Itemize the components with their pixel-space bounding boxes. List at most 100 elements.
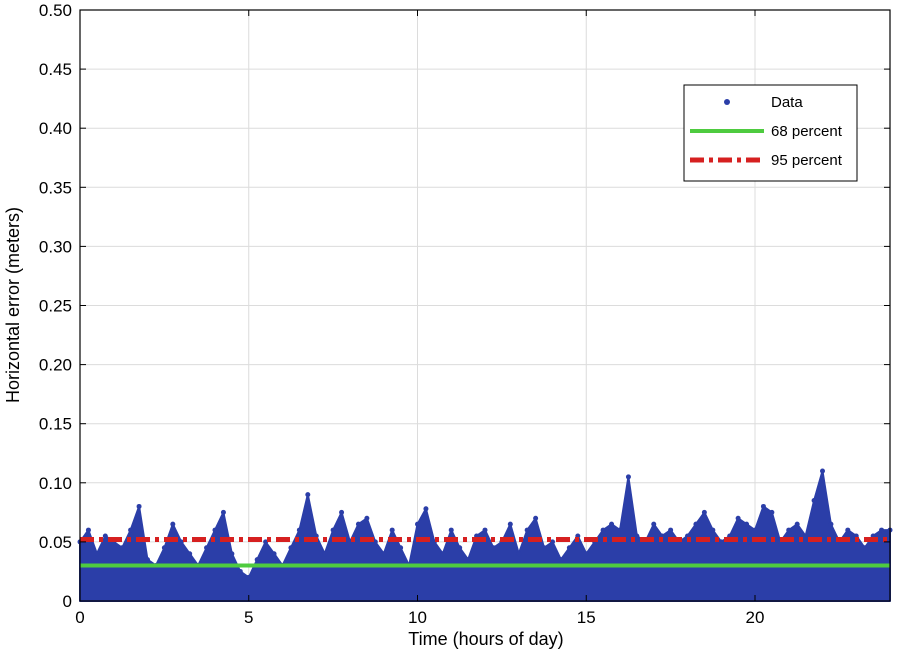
data-point-23 [271, 551, 277, 557]
data-point-45 [457, 545, 463, 551]
data-point-58 [566, 545, 572, 551]
data-point-54 [533, 515, 539, 521]
data-point-36 [381, 551, 387, 557]
data-point-91 [845, 527, 851, 533]
data-point-79 [744, 521, 750, 527]
data-point-85 [794, 521, 800, 527]
x-tick-label-1: 5 [244, 608, 253, 627]
y-tick-label-5: 0.25 [39, 297, 72, 316]
data-point-48 [482, 527, 488, 533]
data-point-12 [178, 539, 184, 545]
data-point-46 [465, 557, 471, 563]
data-point-78 [735, 515, 741, 521]
data-point-15 [204, 545, 210, 551]
data-point-8 [145, 557, 150, 563]
data-point-6 [128, 527, 134, 533]
data-point-21 [254, 557, 260, 563]
data-point-55 [541, 545, 547, 551]
data-point-66 [634, 533, 640, 539]
y-tick-label-9: 0.45 [39, 60, 72, 79]
y-tick-label-7: 0.35 [39, 178, 72, 197]
data-point-76 [718, 539, 724, 545]
data-point-49 [490, 545, 496, 551]
data-point-89 [828, 521, 834, 527]
data-point-1 [85, 527, 91, 533]
data-point-56 [550, 539, 555, 545]
data-point-2 [94, 551, 100, 557]
data-point-20 [246, 574, 252, 580]
data-point-25 [288, 545, 294, 551]
y-tick-label-3: 0.15 [39, 415, 72, 434]
data-point-10 [161, 545, 167, 551]
legend-marker-data [724, 99, 730, 105]
data-point-38 [398, 545, 404, 551]
y-tick-label-10: 0.50 [39, 1, 72, 20]
y-axis-label: Horizontal error (meters) [3, 207, 23, 403]
data-point-29 [322, 551, 328, 557]
data-point-7 [136, 503, 142, 509]
data-point-81 [760, 503, 766, 509]
data-point-37 [389, 527, 395, 533]
data-point-31 [339, 509, 345, 515]
data-point-64 [617, 527, 623, 533]
data-point-70 [668, 527, 674, 533]
data-point-33 [355, 521, 361, 527]
data-point-53 [524, 527, 530, 533]
data-point-52 [516, 551, 522, 557]
data-point-84 [786, 527, 792, 533]
data-point-80 [752, 527, 758, 533]
x-tick-label-2: 10 [408, 608, 427, 627]
data-point-86 [803, 533, 809, 539]
data-point-95 [879, 527, 885, 533]
data-point-60 [583, 551, 589, 557]
data-point-43 [440, 551, 446, 557]
data-point-13 [187, 551, 193, 557]
data-point-18 [229, 551, 235, 557]
x-tick-label-3: 15 [577, 608, 596, 627]
data-point-93 [862, 545, 868, 551]
x-axis-label: Time (hours of day) [408, 629, 563, 649]
y-tick-label-4: 0.20 [39, 356, 72, 375]
data-point-5 [119, 545, 125, 551]
data-point-27 [305, 492, 311, 498]
data-point-22 [263, 539, 269, 545]
data-point-62 [600, 527, 606, 533]
data-point-88 [820, 468, 825, 474]
data-point-87 [811, 498, 817, 504]
y-tick-label-0: 0 [63, 592, 72, 611]
data-point-44 [448, 527, 454, 533]
data-point-19 [237, 568, 243, 574]
data-point-41 [423, 506, 429, 512]
x-tick-label-4: 20 [746, 608, 765, 627]
y-tick-label-1: 0.05 [39, 533, 72, 552]
axes: 0 5 10 15 20 0 0.05 0.10 0.15 0.20 0.25 0.30 0.35 0.4… [39, 1, 891, 627]
data-point-16 [212, 527, 218, 533]
data-layer [77, 468, 893, 602]
data-point-63 [609, 521, 615, 527]
legend-label-1: 68 percent [771, 123, 843, 140]
data-point-65 [625, 474, 631, 480]
legend-label-2: 95 percent [771, 152, 843, 169]
grid [80, 10, 890, 601]
data-point-40 [415, 521, 420, 527]
data-point-75 [710, 527, 716, 533]
data-point-68 [651, 521, 657, 527]
data-point-74 [701, 509, 707, 515]
data-point-73 [693, 521, 699, 527]
y-tick-label-2: 0.10 [39, 474, 72, 493]
data-point-11 [170, 521, 176, 527]
data-point-35 [372, 539, 378, 545]
data-point-3 [102, 533, 108, 539]
y-tick-label-8: 0.40 [39, 119, 72, 138]
x-tick-label-0: 0 [75, 608, 84, 627]
data-point-51 [507, 521, 513, 527]
data-point-34 [364, 515, 370, 521]
legend-label-0: Data [771, 94, 803, 111]
y-tick-label-6: 0.30 [39, 237, 72, 256]
legend: Data 68 percent 95 percent [683, 84, 858, 182]
data-point-57 [558, 557, 564, 563]
data-point-30 [330, 527, 336, 533]
data-envelope [79, 470, 891, 602]
data-point-26 [296, 527, 302, 533]
